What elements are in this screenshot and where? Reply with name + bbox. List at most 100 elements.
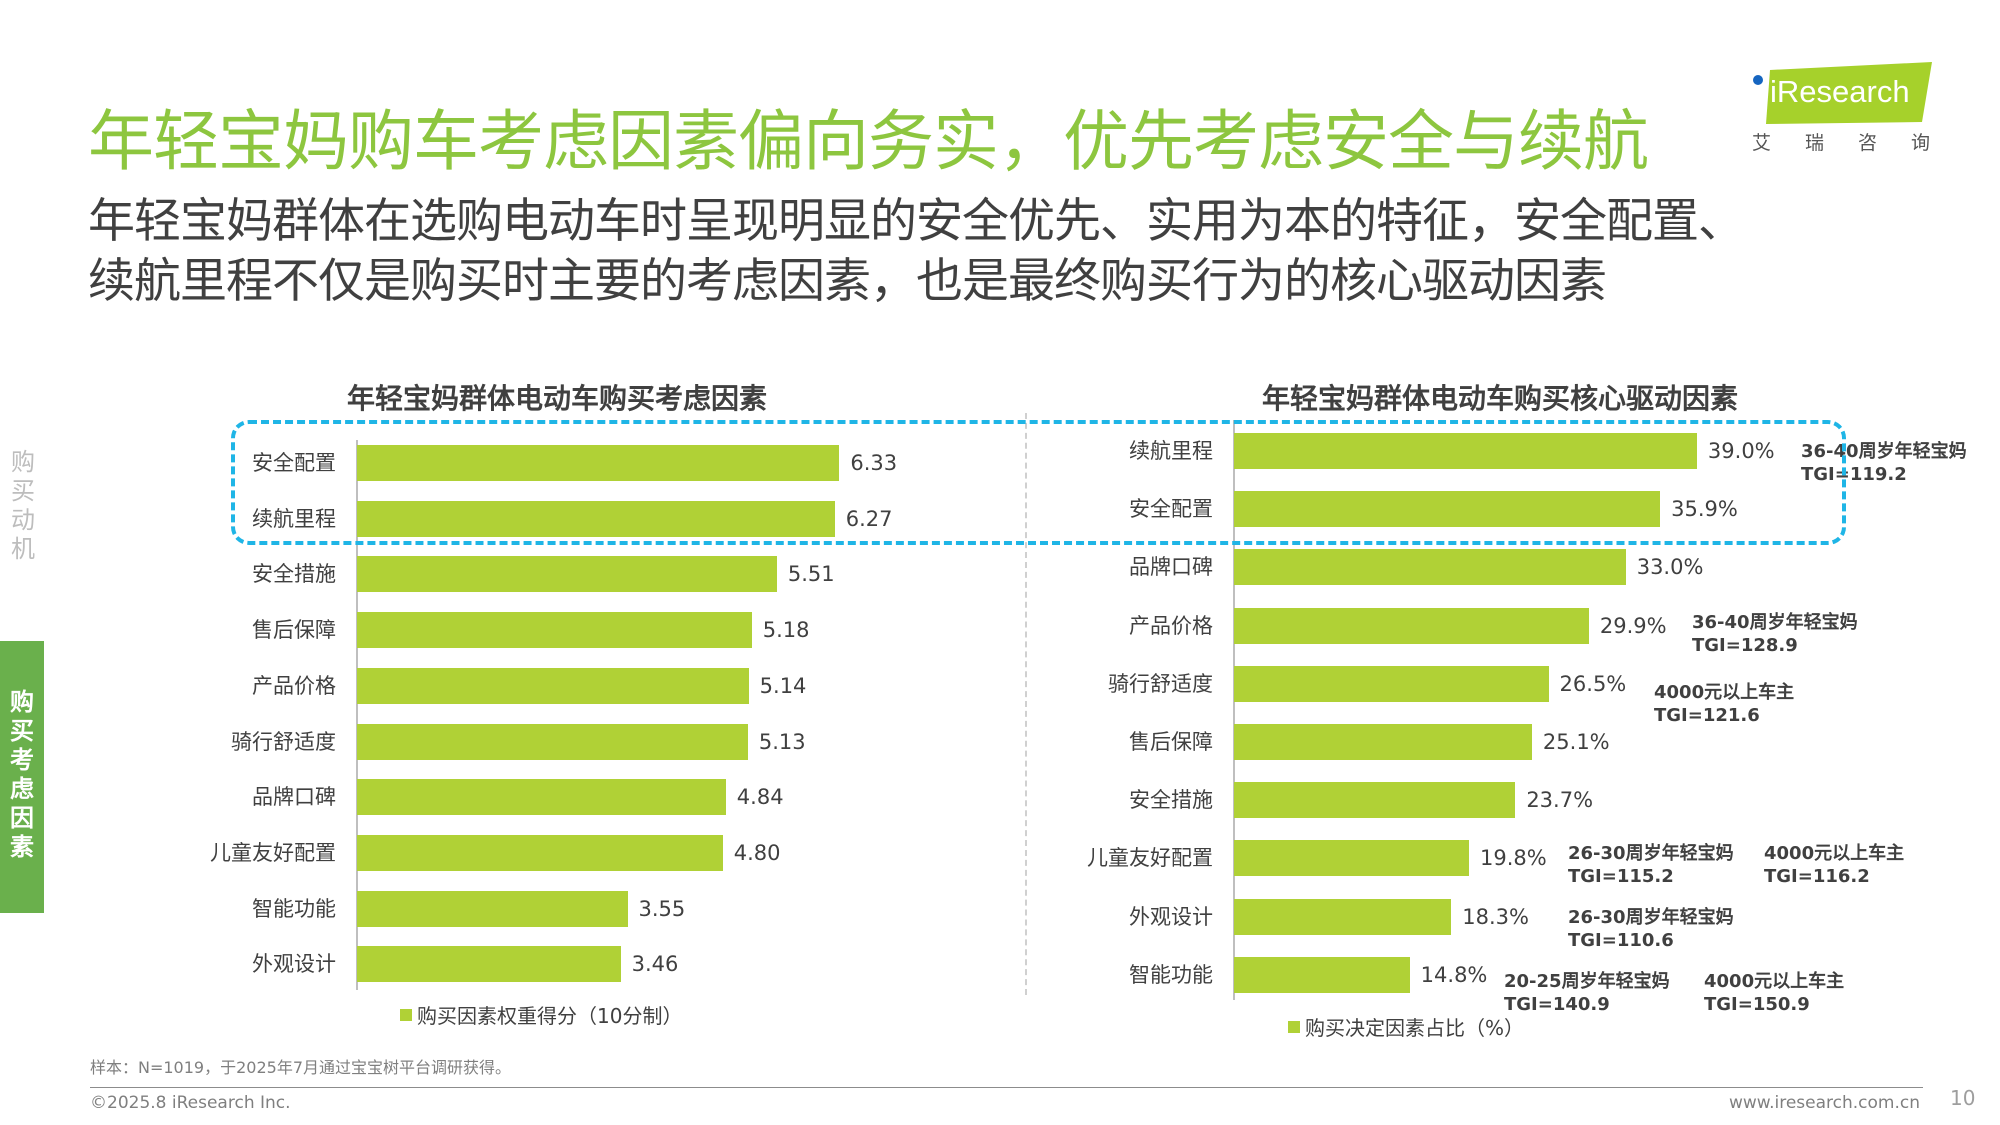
annotation-line: 4000元以上车主 [1764,843,1905,864]
right-category-label: 售后保障 [1129,730,1213,754]
tgi-annotation: 4000元以上车主 TGI=121.6 [1654,681,1794,727]
right-value-label: 33.0% [1636,555,1704,580]
right-axis-line [1233,420,1235,1000]
right-value-label: 29.9% [1599,613,1667,638]
left-axis-line [356,440,358,990]
annotation-line: 36-40周岁年轻宝妈 [1692,612,1858,633]
annotation-line: TGI=110.6 [1568,930,1674,951]
page-number: 10 [1950,1086,1976,1110]
left-bar [357,890,628,927]
right-bar [1234,607,1589,644]
chart-divider [1025,413,1027,995]
left-value-label: 4.84 [736,785,784,810]
tgi-annotation: 26-30周岁年轻宝妈 TGI=110.6 [1568,906,1734,952]
right-value-label: 14.8% [1420,962,1488,987]
left-category-label: 安全配置 [252,451,336,475]
right-category-label: 品牌口碑 [1129,555,1213,580]
website-link[interactable]: www.iresearch.com.cn [1728,1093,1920,1113]
right-legend: 购买决定因素占比（%） [1288,1012,1524,1041]
right-value-label: 26.5% [1559,671,1627,696]
left-value-label: 5.51 [787,562,835,587]
right-value-label: 19.8% [1480,846,1547,871]
right-category-label: 安全配置 [1129,497,1213,522]
right-value-label: 39.0% [1707,439,1775,463]
left-category-label: 骑行舒适度 [231,729,336,754]
right-category-label: 儿童友好配置 [1087,846,1213,871]
tgi-annotation: 4000元以上车主 TGI=116.2 [1764,842,1904,888]
right-bar [1234,549,1626,586]
left-category-label: 智能功能 [252,896,336,921]
left-legend-label: 购买因素权重得分（10分制） [417,1004,683,1028]
right-value-label: 25.1% [1542,730,1610,754]
right-category-label: 骑行舒适度 [1108,671,1213,696]
annotation-line: TGI=140.9 [1504,994,1610,1015]
left-category-label: 续航里程 [252,506,336,531]
left-category-label: 儿童友好配置 [210,840,336,865]
left-value-label: 3.55 [638,896,686,921]
left-chart-title: 年轻宝妈群体电动车购买考虑因素 [346,382,768,415]
left-bar [357,723,748,760]
side-nav-purchase-factors[interactable]: 购买考虑因素 [0,641,44,913]
right-category-label: 安全措施 [1129,788,1213,813]
right-value-label: 35.9% [1671,497,1738,522]
right-bar [1234,840,1470,877]
page-title: 年轻宝妈购车考虑因素偏向务实，优先考虑安全与续航 [88,103,1649,180]
left-category-label: 外观设计 [252,952,336,977]
legend-swatch [400,1008,412,1021]
left-bar [357,556,777,593]
left-value-label: 4.80 [733,840,781,865]
right-bar [1234,898,1452,935]
left-value-label: 3.46 [631,952,679,977]
left-legend: 购买因素权重得分（10分制） [400,1000,682,1029]
tgi-annotation: 20-25周岁年轻宝妈 TGI=140.9 [1504,970,1670,1016]
side-nav-purchase-motivation[interactable]: 购买动机 [11,448,35,563]
left-value-label: 5.13 [758,729,806,754]
right-category-label: 续航里程 [1129,439,1213,463]
subtitle-line-2: 续航里程不仅是购买时主要的考虑因素，也是最终购买行为的核心驱动因素 [88,254,1607,309]
logo-text: iResearch [1770,74,1910,109]
right-value-label: 23.7% [1526,788,1594,813]
sample-note: 样本：N=1019，于2025年7月通过宝宝树平台调研获得。 [90,1058,511,1077]
left-category-label: 安全措施 [252,562,336,587]
right-bar [1234,433,1697,469]
right-bar [1234,956,1410,993]
right-chart-title: 年轻宝妈群体电动车购买核心驱动因素 [1261,382,1739,415]
subtitle-line-1: 年轻宝妈群体在选购电动车时呈现明显的安全优先、实用为本的特征，安全配置、 [88,194,1745,249]
left-value-label: 5.14 [759,673,807,698]
annotation-line: TGI=150.9 [1704,994,1810,1015]
annotation-line: TGI=121.6 [1654,705,1760,726]
left-bar [357,834,723,871]
legend-swatch [1288,1020,1300,1033]
left-value-label: 5.18 [762,618,810,643]
left-bar [357,445,840,481]
highlight-box [231,420,1846,545]
right-bar [1234,724,1532,760]
annotation-line: 26-30周岁年轻宝妈 [1568,907,1734,928]
right-category-label: 产品价格 [1129,613,1213,638]
left-category-label: 售后保障 [252,618,336,643]
annotation-line: 26-30周岁年轻宝妈 [1568,843,1734,864]
left-bar [357,779,726,816]
tgi-annotation: 26-30周岁年轻宝妈 TGI=115.2 [1568,842,1734,888]
annotation-line: TGI=119.2 [1801,464,1907,485]
right-bar [1234,665,1549,702]
annotation-line: TGI=115.2 [1568,866,1674,887]
right-legend-label: 购买决定因素占比（%） [1305,1016,1525,1040]
annotation-line: 4000元以上车主 [1704,971,1845,992]
right-category-label: 外观设计 [1129,904,1213,929]
iresearch-logo [1753,62,1932,124]
annotation-line: TGI=128.9 [1692,635,1798,656]
left-value-label: 6.33 [850,451,898,475]
left-bar [357,612,752,649]
annotation-line: 20-25周岁年轻宝妈 [1504,971,1670,992]
left-category-label: 产品价格 [252,673,336,698]
logo-cn: 艾瑞咨询 [1752,132,1965,154]
left-bar [357,946,621,983]
left-value-label: 6.27 [845,506,893,531]
tgi-annotation: 4000元以上车主 TGI=150.9 [1704,970,1844,1016]
left-category-label: 品牌口碑 [252,785,336,810]
right-category-label: 智能功能 [1129,962,1213,987]
annotation-line: 4000元以上车主 [1654,682,1795,703]
annotation-line: TGI=116.2 [1764,866,1870,887]
left-bar [357,500,835,537]
